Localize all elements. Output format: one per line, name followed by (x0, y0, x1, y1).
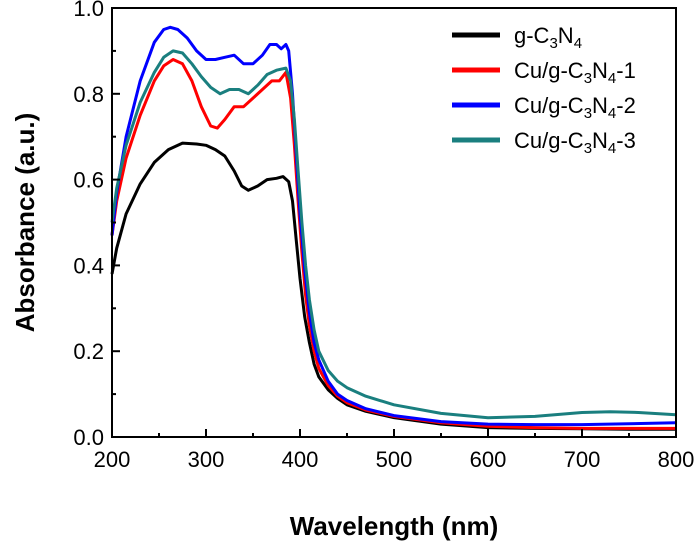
series-line-3 (110, 25, 677, 427)
y-tick-label-0.6: 0.6 (73, 168, 104, 193)
x-axis-title: Wavelength (nm) (290, 511, 498, 541)
legend-text-part: Cu/g-C (514, 93, 584, 118)
legend-text-part: 3 (584, 140, 592, 157)
legend-text-part: 4 (608, 105, 616, 122)
legend-text-part: g-C (514, 23, 550, 48)
legend-text-part: 4 (574, 35, 582, 52)
legend-text-part: -3 (616, 128, 636, 153)
series-line-4 (110, 49, 677, 420)
x-tick-label-800: 800 (658, 447, 695, 472)
y-tick-label-1.0: 1.0 (73, 0, 104, 21)
legend-text-part: Cu/g-C (514, 128, 584, 153)
y-tick-label-0.4: 0.4 (73, 253, 104, 278)
x-tick-label-600: 600 (470, 447, 507, 472)
legend-label-3: Cu/g-C3N4-2 (514, 93, 636, 122)
legend-label-2: Cu/g-C3N4-1 (514, 58, 636, 87)
legend-text-part: -1 (616, 58, 636, 83)
series-layer (110, 25, 677, 431)
legend-text-part: 4 (608, 70, 616, 87)
legend-text-part: N (592, 93, 608, 118)
legend-text-part: N (558, 23, 574, 48)
x-tick-label-700: 700 (564, 447, 601, 472)
legend-text-part: 3 (584, 105, 592, 122)
legend-text-part: N (592, 128, 608, 153)
legend-text-part: Cu/g-C (514, 58, 584, 83)
x-tick-label-400: 400 (282, 447, 319, 472)
legend-text-part: -2 (616, 93, 636, 118)
y-tick-label-0.8: 0.8 (73, 82, 104, 107)
tick-labels-layer: 200 300 400 500 600 700 800 0.0 0.2 0.4 0.6 0.8 1.0 (73, 0, 694, 472)
legend-text-part: 4 (608, 140, 616, 157)
legend-text-part: 3 (584, 70, 592, 87)
series-line-1 (110, 141, 676, 431)
legend-label-1: g-C3N4 (514, 23, 582, 52)
x-tick-label-500: 500 (376, 447, 413, 472)
x-tick-label-200: 200 (94, 447, 131, 472)
legend-label-4: Cu/g-C3N4-3 (514, 128, 636, 157)
x-tick-label-300: 300 (188, 447, 225, 472)
legend-text-part: 3 (549, 35, 557, 52)
legend-text-part: N (592, 58, 608, 83)
y-tick-label-0.2: 0.2 (73, 339, 104, 364)
ticks-layer (111, 7, 677, 438)
y-axis-title: Absorbance (a.u.) (10, 113, 40, 333)
y-tick-label-0.0: 0.0 (73, 425, 104, 450)
